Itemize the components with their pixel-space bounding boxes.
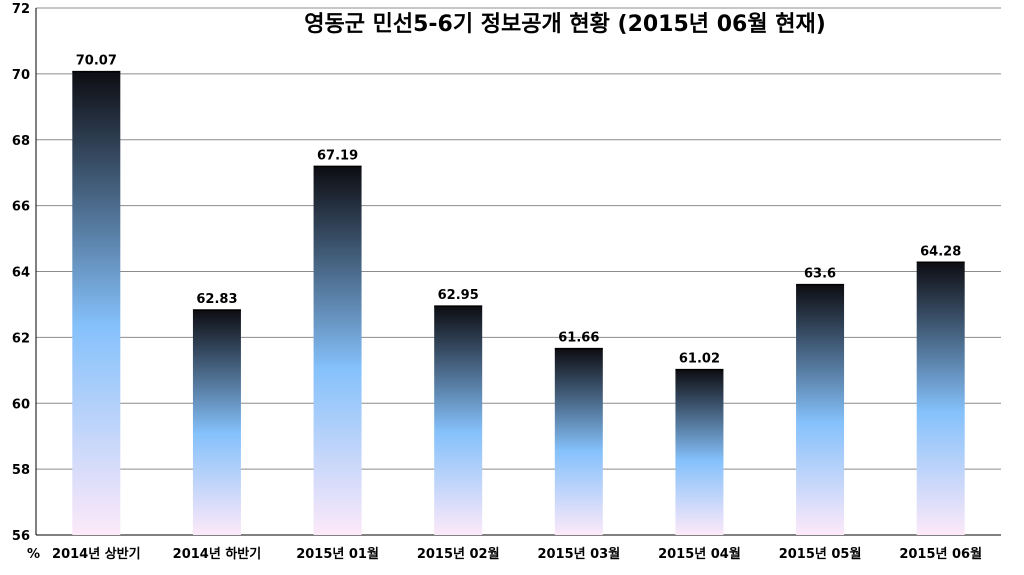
x-tick-label: 2015년 01월	[296, 546, 379, 562]
bar	[434, 306, 483, 535]
bars	[72, 70, 965, 536]
gridlines	[36, 7, 1001, 536]
y-tick-label: 62	[12, 331, 30, 346]
y-tick-label: 58	[12, 463, 30, 478]
x-tick-label: 2015년 05월	[779, 546, 862, 562]
bar	[313, 166, 362, 535]
data-label: 67.19	[317, 148, 358, 163]
bar	[72, 71, 121, 536]
y-tick-label: 66	[12, 200, 30, 215]
x-tick-label: 2015년 03월	[537, 546, 620, 562]
data-label: 63.6	[804, 267, 836, 282]
bar	[554, 348, 603, 535]
y-tick-label: 72	[12, 2, 30, 17]
data-label: 62.95	[438, 288, 479, 303]
x-tick-label: 2015년 06월	[899, 546, 982, 562]
y-tick-label: 60	[12, 397, 30, 412]
bar	[675, 369, 724, 535]
bar	[796, 284, 845, 535]
chart-title: 영동군 민선5-6기 정보공개 현황 (2015년 06월 현재)	[304, 12, 826, 37]
bar	[192, 310, 241, 535]
data-label: 62.83	[196, 292, 237, 307]
y-tick-label: 70	[12, 68, 30, 83]
x-tick-label: 2015년 02월	[417, 546, 500, 562]
x-tick-label: 2014년 상반기	[52, 546, 141, 562]
data-label: 70.07	[76, 54, 117, 69]
x-tick-label: 2015년 04월	[658, 546, 741, 562]
x-tick-label: 2014년 하반기	[173, 546, 262, 562]
y-unit-label: %	[27, 547, 40, 562]
data-label: 61.02	[679, 352, 720, 367]
data-label: 61.66	[558, 331, 599, 346]
y-tick-label: 68	[12, 134, 30, 149]
data-label: 64.28	[920, 244, 961, 259]
y-tick-label: 64	[12, 266, 30, 281]
labels: 56 58 60 62 64 66 68 70 72 70.07 2014년 상반기 62.83 201…	[12, 2, 982, 562]
y-tick-label: 56	[12, 529, 30, 544]
bar	[916, 262, 965, 535]
